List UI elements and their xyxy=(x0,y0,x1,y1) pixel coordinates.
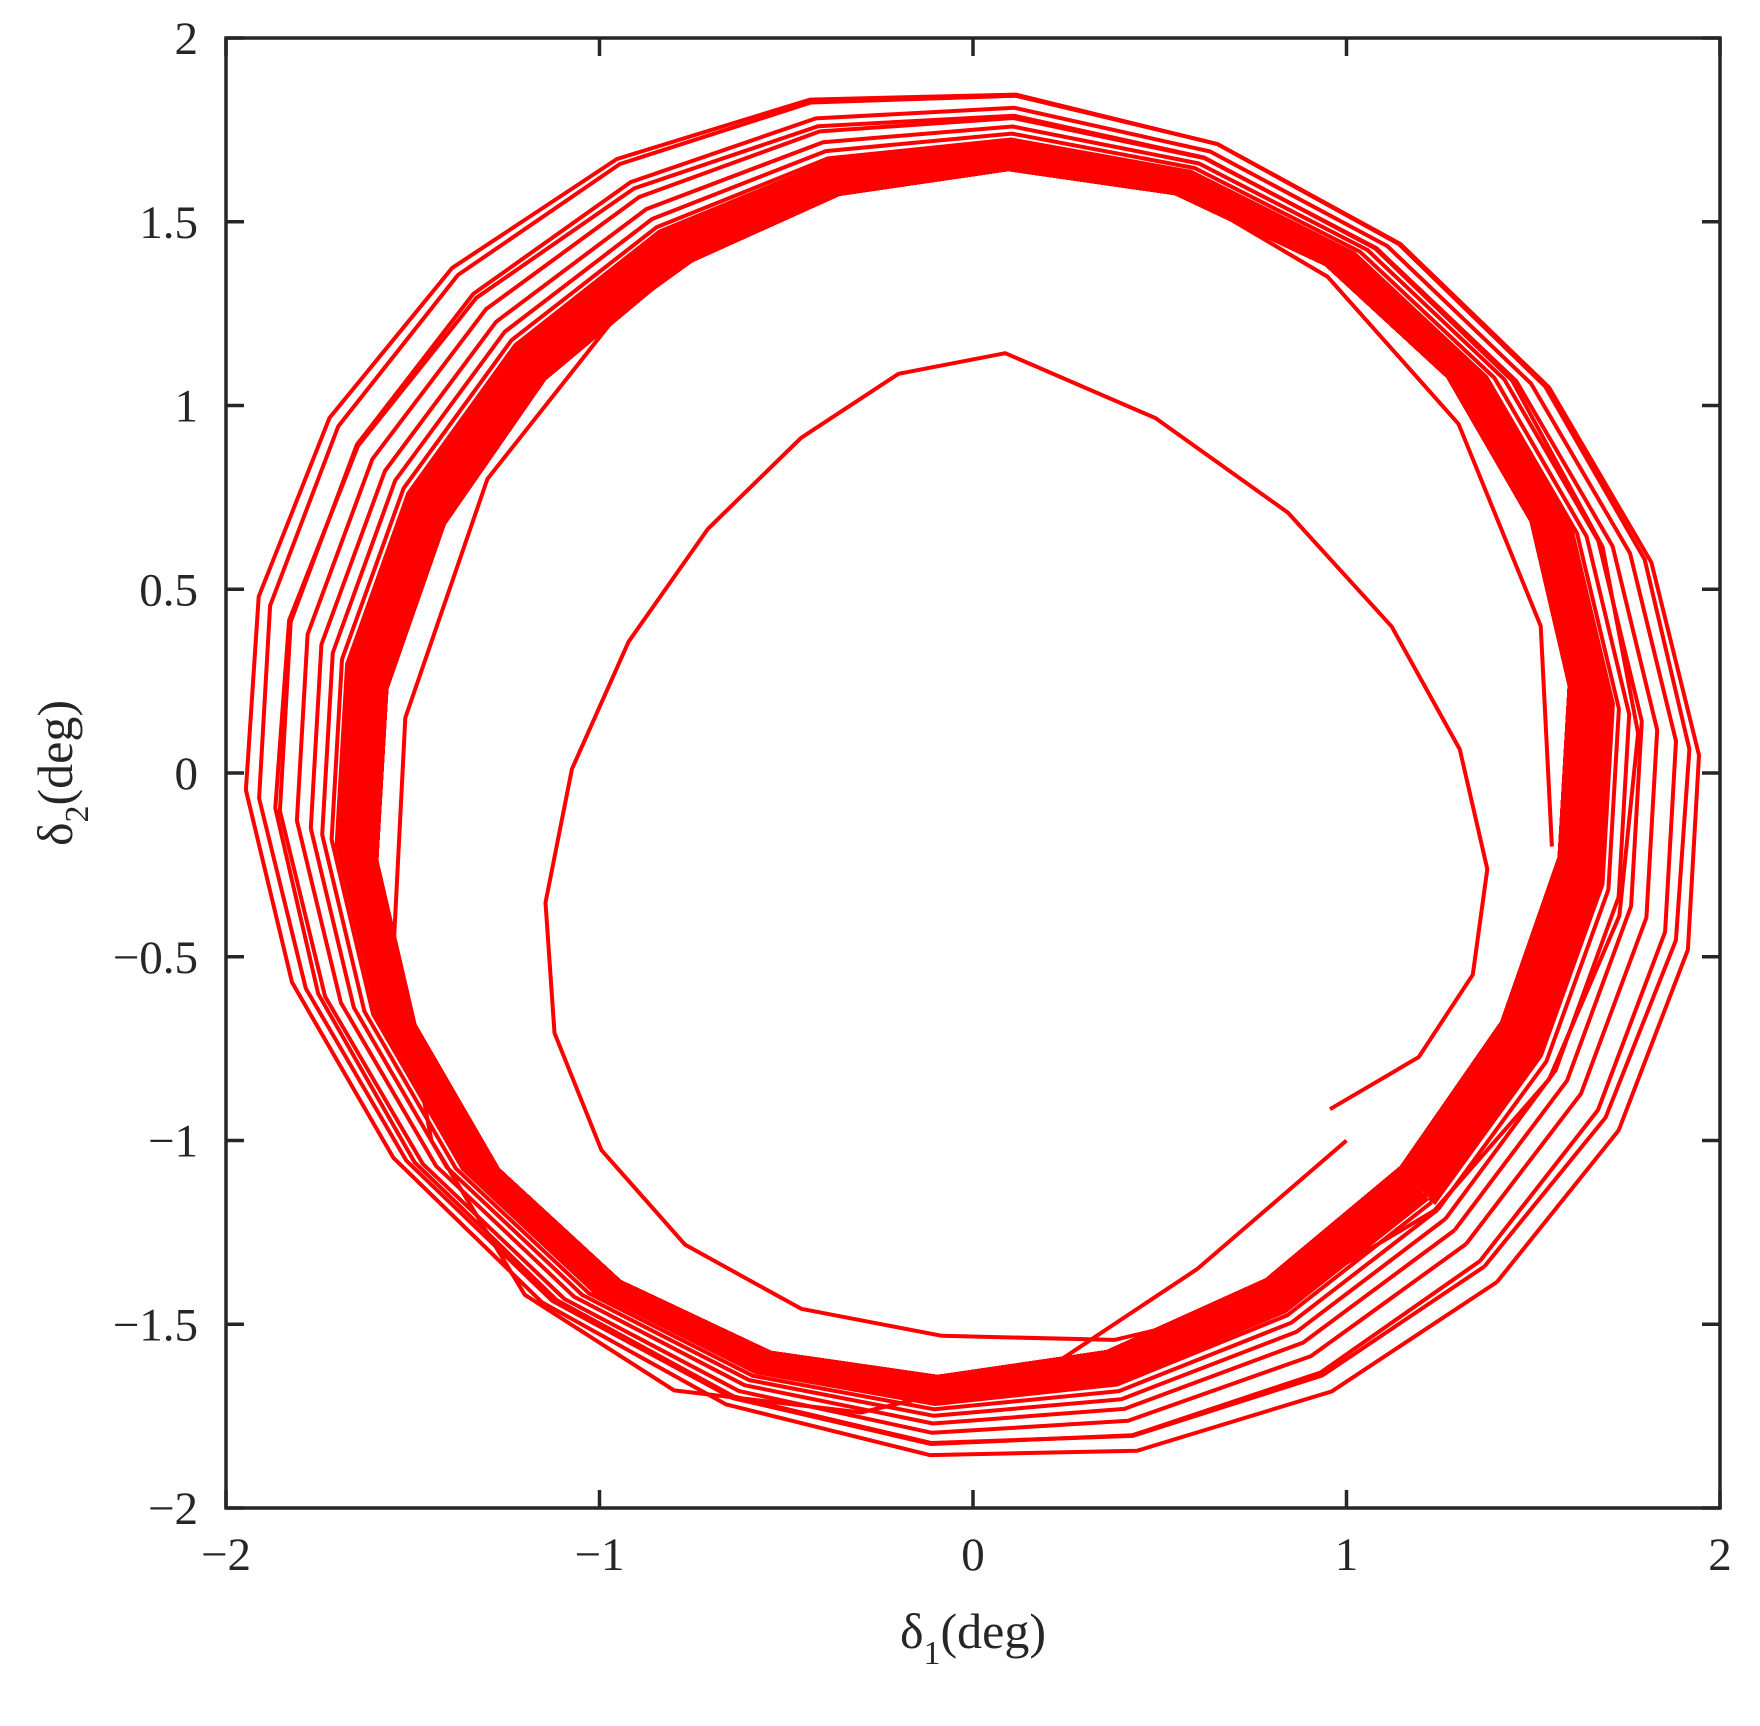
x-tick-label: 1 xyxy=(1335,1529,1359,1581)
y-axis-label-unit: (deg) xyxy=(27,700,83,806)
y-tick-label: 2 xyxy=(175,13,199,65)
y-axis-label-symbol: δ xyxy=(27,822,83,846)
trajectory-initial-segment xyxy=(392,146,1554,1415)
x-axis-label-unit: (deg) xyxy=(941,1603,1047,1659)
y-axis-label-subscript: 2 xyxy=(59,805,96,822)
tick-labels-layer: −2 −1 0 1 2 −2 −1.5 −1 −0.5 0 0.5 1 1.5 2 xyxy=(113,13,1732,1581)
trajectory-segment xyxy=(257,93,1701,1446)
x-axis-label-symbol: δ xyxy=(900,1603,924,1659)
x-axis-label: δ1(deg) xyxy=(900,1603,1046,1672)
x-tick-label: −2 xyxy=(201,1529,251,1581)
trajectory-segment xyxy=(294,116,1660,1426)
x-tick-label: 0 xyxy=(961,1529,985,1581)
y-tick-label: −2 xyxy=(148,1483,198,1535)
y-tick-label: 0.5 xyxy=(139,564,198,616)
axes-box xyxy=(224,36,1722,1510)
trajectory-segment xyxy=(243,92,1692,1458)
y-tick-label: −1.5 xyxy=(113,1299,198,1351)
x-axis-label-subscript: 1 xyxy=(924,1635,941,1672)
trajectory-layer xyxy=(243,92,1701,1458)
y-tick-label: 0 xyxy=(175,748,199,800)
trajectory-segment xyxy=(320,131,1632,1412)
ticks-layer xyxy=(224,36,1722,1510)
trajectory-segment xyxy=(308,124,1644,1418)
y-tick-label: 1.5 xyxy=(139,197,198,249)
y-tick-label: 1 xyxy=(175,381,199,433)
y-axis-label: δ2(deg) xyxy=(27,700,96,846)
y-tick-label: −0.5 xyxy=(113,932,198,984)
y-tick-label: −1 xyxy=(148,1116,198,1168)
x-tick-label: 2 xyxy=(1708,1529,1732,1581)
trajectory-segment xyxy=(543,351,1490,1342)
trajectory-segment xyxy=(369,162,1577,1384)
x-tick-label: −1 xyxy=(574,1529,624,1581)
